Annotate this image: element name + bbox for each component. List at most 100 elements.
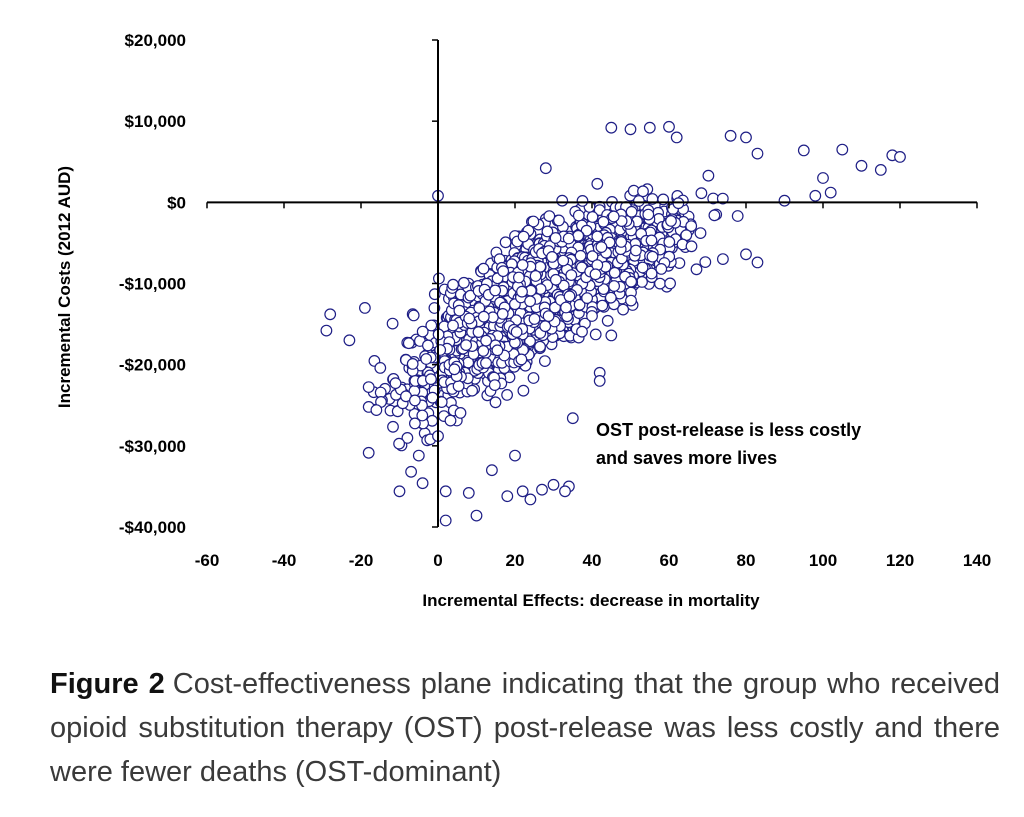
data-point bbox=[617, 303, 629, 316]
data-point bbox=[524, 295, 536, 308]
data-point bbox=[515, 353, 528, 366]
data-point bbox=[320, 324, 333, 337]
data-point bbox=[425, 373, 437, 386]
data-point bbox=[516, 285, 528, 298]
data-point bbox=[387, 420, 399, 433]
data-point bbox=[549, 232, 562, 244]
data-point bbox=[543, 210, 556, 223]
data-point bbox=[416, 409, 429, 422]
data-point bbox=[480, 357, 492, 370]
data-point bbox=[576, 325, 588, 338]
data-point bbox=[855, 159, 868, 172]
data-point bbox=[389, 377, 402, 390]
data-point bbox=[516, 259, 529, 271]
data-point bbox=[386, 317, 399, 330]
data-point bbox=[362, 446, 375, 459]
data-point bbox=[591, 177, 604, 190]
data-point bbox=[589, 328, 602, 341]
data-point bbox=[596, 299, 609, 312]
x-tick-label: -20 bbox=[349, 551, 374, 570]
y-axis-title: Incremental Costs (2012 AUD) bbox=[55, 166, 74, 408]
x-tick-label: 40 bbox=[583, 551, 602, 570]
data-point bbox=[625, 275, 637, 288]
data-point bbox=[574, 249, 587, 262]
data-point bbox=[489, 284, 502, 297]
data-point bbox=[454, 407, 467, 419]
data-point bbox=[477, 262, 490, 275]
data-point bbox=[694, 227, 707, 240]
x-axis-title: Incremental Effects: decrease in mortali… bbox=[422, 591, 760, 610]
data-point bbox=[605, 329, 618, 342]
data-point bbox=[636, 261, 649, 274]
data-point bbox=[517, 384, 530, 397]
data-point bbox=[447, 319, 459, 332]
y-tick-label: $10,000 bbox=[125, 112, 186, 131]
data-point bbox=[477, 345, 490, 357]
data-point bbox=[797, 144, 810, 157]
data-point bbox=[597, 215, 610, 228]
data-point bbox=[370, 404, 383, 417]
data-point bbox=[542, 310, 555, 323]
data-point bbox=[497, 265, 510, 278]
data-point bbox=[477, 310, 490, 323]
data-point bbox=[534, 340, 546, 353]
data-point bbox=[576, 194, 589, 207]
data-point bbox=[416, 325, 429, 338]
data-point bbox=[501, 389, 514, 401]
data-point bbox=[444, 414, 457, 427]
scatter-chart: -60 -40 -20 0 20 40 60 80 100 120 140 $20,000 $10,0… bbox=[55, 31, 991, 610]
data-point bbox=[550, 273, 562, 286]
data-point bbox=[645, 267, 658, 280]
data-point bbox=[685, 220, 698, 233]
data-point bbox=[407, 309, 420, 322]
x-tick-label: -40 bbox=[272, 551, 297, 570]
data-point bbox=[516, 485, 529, 498]
data-point bbox=[539, 355, 551, 368]
data-point bbox=[553, 214, 565, 227]
x-tick-label: -60 bbox=[195, 551, 220, 570]
x-tick-label: 60 bbox=[660, 551, 679, 570]
data-point bbox=[559, 485, 571, 498]
data-point bbox=[607, 210, 620, 223]
data-point bbox=[439, 514, 452, 527]
data-point bbox=[539, 162, 552, 175]
data-point bbox=[393, 437, 406, 450]
data-point bbox=[420, 353, 433, 365]
data-point bbox=[874, 163, 887, 176]
data-point bbox=[637, 185, 649, 198]
data-point bbox=[359, 302, 371, 314]
data-point bbox=[740, 131, 752, 144]
x-tick-label: 0 bbox=[433, 551, 442, 570]
data-point bbox=[343, 334, 356, 347]
data-point bbox=[517, 230, 530, 243]
x-tick-label: 140 bbox=[963, 551, 991, 570]
x-tick-label: 80 bbox=[737, 551, 756, 570]
data-point bbox=[591, 230, 604, 243]
data-point bbox=[605, 121, 618, 134]
data-point bbox=[527, 215, 540, 228]
data-point bbox=[546, 250, 558, 263]
y-tick-label: -$20,000 bbox=[119, 356, 186, 375]
data-point bbox=[401, 432, 414, 444]
data-point bbox=[513, 271, 525, 284]
data-point bbox=[434, 344, 447, 356]
data-point bbox=[463, 312, 476, 325]
data-point bbox=[362, 381, 375, 394]
data-point bbox=[731, 210, 744, 222]
data-point bbox=[625, 294, 637, 307]
data-point bbox=[655, 263, 668, 275]
caption-text: Cost-effectiveness plane indicating that… bbox=[50, 668, 1000, 788]
data-point bbox=[566, 412, 579, 425]
data-point bbox=[460, 339, 473, 352]
data-point bbox=[524, 335, 536, 348]
data-point bbox=[563, 290, 576, 303]
y-tick-label: -$30,000 bbox=[119, 437, 186, 456]
figure-caption: Figure 2 Cost-effectiveness plane indicat… bbox=[50, 662, 1000, 794]
data-point bbox=[702, 169, 715, 182]
data-point bbox=[472, 326, 485, 339]
data-point bbox=[547, 478, 560, 491]
data-point bbox=[491, 344, 504, 357]
data-point bbox=[573, 298, 586, 311]
data-point bbox=[486, 464, 498, 477]
data-point bbox=[625, 205, 638, 218]
